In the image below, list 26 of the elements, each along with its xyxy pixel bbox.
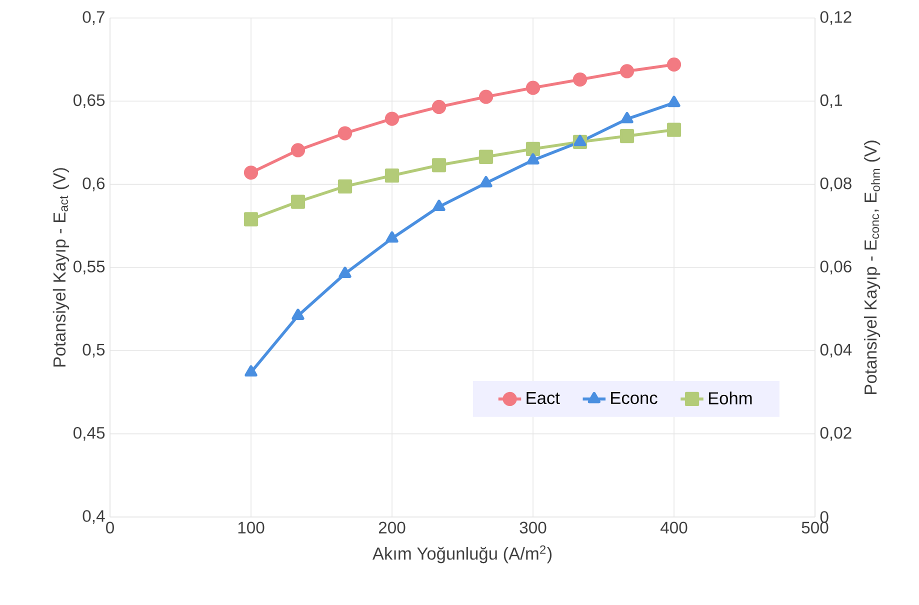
- y2-tick-label: 0: [820, 511, 828, 523]
- y-tick-label: 0,65: [74, 94, 105, 108]
- x-tick-label: 300: [520, 522, 546, 534]
- y-tick-label: 0,4: [82, 510, 105, 524]
- y-tick-label: 0,55: [74, 260, 105, 274]
- y2-tick-label: 0,04: [820, 344, 852, 358]
- y-tick-label: 0,45: [74, 426, 105, 441]
- legend-label: Econc: [611, 392, 658, 404]
- y2-tick-label: 0,08: [820, 177, 852, 192]
- x-tick-label: 200: [378, 522, 406, 534]
- y2-axis-title: Potansiyel Kayıp - E$_{conc}$, E$_{ohm}$ (V): [864, 140, 880, 394]
- y-tick-label: 0,6: [82, 177, 105, 192]
- y-tick-label: 0,5: [82, 344, 105, 358]
- y2-tick-label: 0,02: [820, 426, 852, 441]
- y2-tick-label: 0,1: [820, 94, 842, 108]
- x-tick-label: 400: [660, 522, 688, 534]
- x-tick-label: 0: [106, 522, 114, 534]
- y2-tick-label: 0,06: [820, 260, 852, 274]
- x-tick-label: 500: [802, 522, 828, 534]
- legend-label: Eohm: [708, 392, 752, 404]
- x-axis-title: Akım Yoğunluğu (A/m$^{2}$): [372, 545, 552, 564]
- x-tick-label: 100: [238, 522, 264, 534]
- y2-tick-label: 0,12: [820, 11, 852, 25]
- y-axis-title: Potansiyel Kayıp - E$_{act}$ (V): [52, 168, 70, 366]
- y-tick-label: 0,7: [82, 11, 104, 25]
- legend-label: Eact: [526, 392, 560, 404]
